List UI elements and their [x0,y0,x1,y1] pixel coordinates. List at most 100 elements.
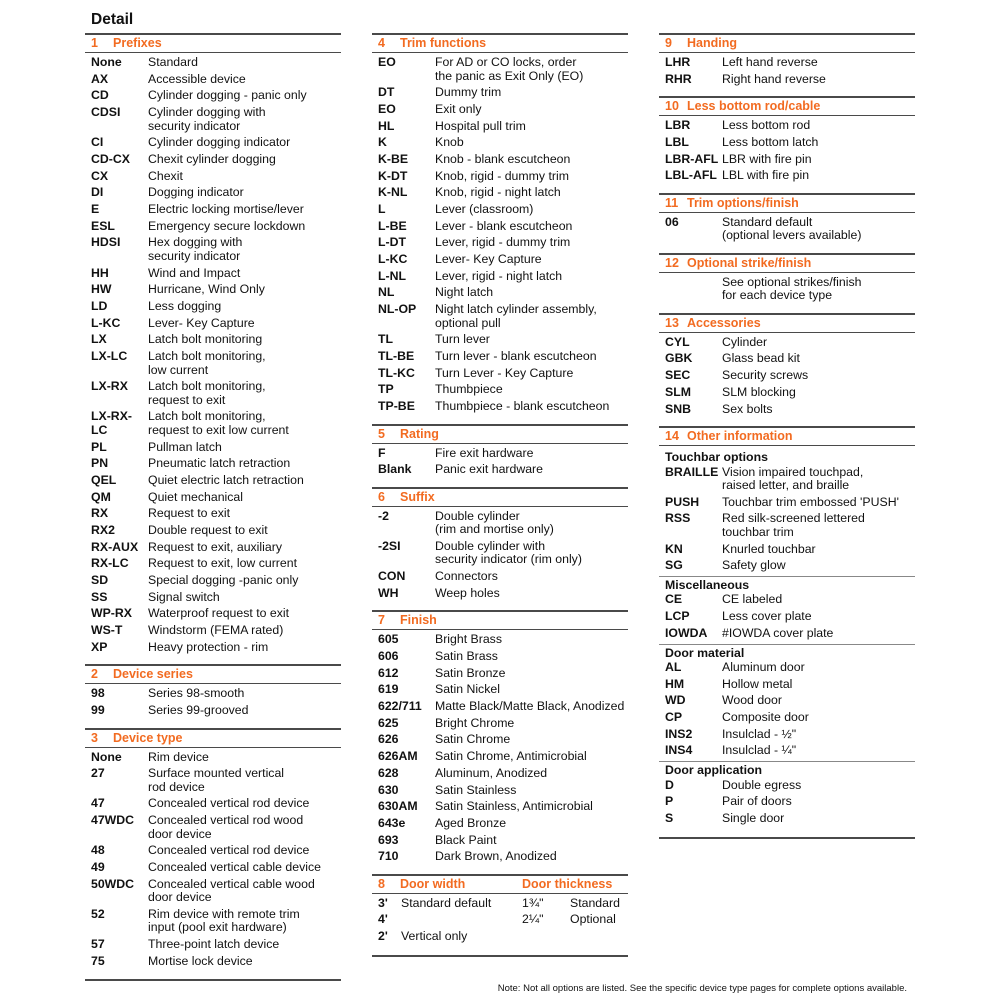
section-header: 3 Device type [85,730,341,748]
footnote: Note: Not all options are listed. See th… [497,983,907,994]
option-description: Accessible device [148,71,246,86]
option-row: LX-LC Latch bolt monitoring, low current [85,349,341,377]
option-description: Special dogging -panic only [148,573,299,588]
option-row: RSS Red silk-screened lettered touchbar t… [659,512,915,539]
option-code: 630AM [378,799,418,814]
option-row: 630AM Satin Stainless, Antimicrobial [372,800,628,814]
option-row: HH Wind and Impact [85,265,341,281]
option-code: HH [91,265,109,280]
option-row: WS-T Windstorm (FEMA rated) [85,624,341,638]
option-row: CON Connectors [372,570,628,584]
width-code: 4' [378,912,388,927]
option-row: LBL Less bottom latch [659,135,915,150]
width-description: Vertical only [401,929,468,944]
option-row: TL-KC Turn Lever - Key Capture [372,366,628,381]
section-accessories: 13 Accessories CYL Cylinder GBK Glass bead ki… [659,312,915,416]
option-code: CD [91,88,109,103]
option-code: BRAILLE [665,464,719,479]
option-description: Cylinder dogging - panic only [148,88,307,103]
column-2: 4 Trim functions EO For AD or CO locks, ord… [372,33,628,967]
option-code: 605 [378,632,399,647]
option-description: Waterproof request to exit [148,606,290,621]
option-row: XP Heavy protection - rim [85,640,341,655]
option-code: RHR [665,71,692,86]
option-description: Turn lever - blank escutcheon [435,349,597,363]
option-row: 622/711 Matte Black/Matte Black, Anodized [372,700,628,714]
option-row: 57 Three-point latch device [85,937,341,952]
section-other-information: 14 Other information Touchbar options BRAIL… [659,426,915,839]
option-row: E Electric locking mortise/lever [85,202,341,217]
option-row: AL Aluminum door [659,660,915,675]
option-description: Safety glow [722,558,786,573]
option-description: Signal switch [148,589,220,604]
option-description: Lever- Key Capture [148,315,255,330]
option-description: Three-point latch device [148,937,280,951]
option-row: LX-RX Latch bolt monitoring, request to e… [85,379,341,407]
option-description: Cylinder dogging indicator [148,135,291,150]
option-code: PL [91,439,107,454]
option-description: Knob - blank escutcheon [435,151,571,166]
option-description: Surface mounted vertical rod device [148,766,285,794]
option-code: 75 [91,953,105,968]
option-row: CX Chexit [85,169,341,184]
section-heading: Handing [687,36,737,50]
option-code: RX2 [91,523,115,537]
option-row: 06 Standard default (optional levers avai… [659,215,915,243]
option-code: -2SI [378,538,401,553]
section-number: 10 [665,99,679,114]
option-description: Latch bolt monitoring, request to exit l… [148,409,289,437]
option-description: Security screws [722,368,809,383]
option-description: Satin Brass [435,649,498,663]
option-row: SS Signal switch [85,589,341,605]
option-description: Exit only [435,101,482,116]
option-code: EO [378,101,396,116]
option-code: RSS [665,511,691,526]
width-code: 3' [378,895,388,910]
section-number: 9 [665,36,672,50]
option-description: Rim device [148,749,209,764]
option-code: L [378,202,386,216]
option-code: LX [91,332,107,347]
option-row: L-KC Lever- Key Capture [85,315,341,331]
option-description: Single door [722,811,785,825]
option-row: 626AM Satin Chrome, Antimicrobial [372,750,628,764]
option-description: Hospital pull trim [435,118,526,133]
option-description: Hurricane, Wind Only [148,282,265,297]
section-device-series: 2 Device series 98 Series 98-smooth 99 Series… [85,664,341,717]
option-row: K-DT Knob, rigid - dummy trim [372,168,628,184]
option-row: CDSI Cylinder dogging with security indic… [85,105,341,133]
column-3: 9 Handing LHR Left hand reverse RHR Right han… [659,33,915,849]
option-description: Concealed vertical rod device [148,843,310,858]
option-description: Sex bolts [722,401,773,416]
option-row: 626 Satin Chrome [372,733,628,747]
option-description: SLM blocking [722,384,796,399]
section-heading: Finish [400,613,437,628]
group-heading: Miscellaneous [659,575,915,594]
option-code: 643e [378,815,406,830]
section-heading: Accessories [687,315,761,330]
option-description: Panic exit hardware [435,462,543,477]
option-row: WD Wood door [659,694,915,708]
option-description: LBR with fire pin [722,151,812,166]
option-row: TP Thumbpiece [372,383,628,397]
option-description: Knob, rigid - dummy trim [435,168,569,183]
option-code: DI [91,185,104,200]
option-row: F Fire exit hardware [372,446,628,461]
option-code: TP-BE [378,399,415,414]
option-description: Bright Chrome [435,715,515,730]
option-row: LBR Less bottom rod [659,119,915,133]
option-description: See optional strikes/finish for each dev… [722,274,862,303]
option-description: Concealed vertical cable device [148,859,321,874]
option-row: EO For AD or CO locks, order the panic as… [372,55,628,83]
section-heading: Trim functions [400,36,487,50]
width-description [401,913,522,927]
option-row: CD Cylinder dogging - panic only [85,89,341,103]
option-row: KN Knurled touchbar [659,542,915,557]
option-code: SS [91,589,108,604]
option-description: Aluminum door [722,660,805,674]
option-row: RX2 Double request to exit [85,523,341,538]
option-code: 47WDC [91,813,135,828]
option-code: 47 [91,796,105,811]
option-code: PUSH [665,494,700,509]
section-number: 8 [378,876,385,891]
